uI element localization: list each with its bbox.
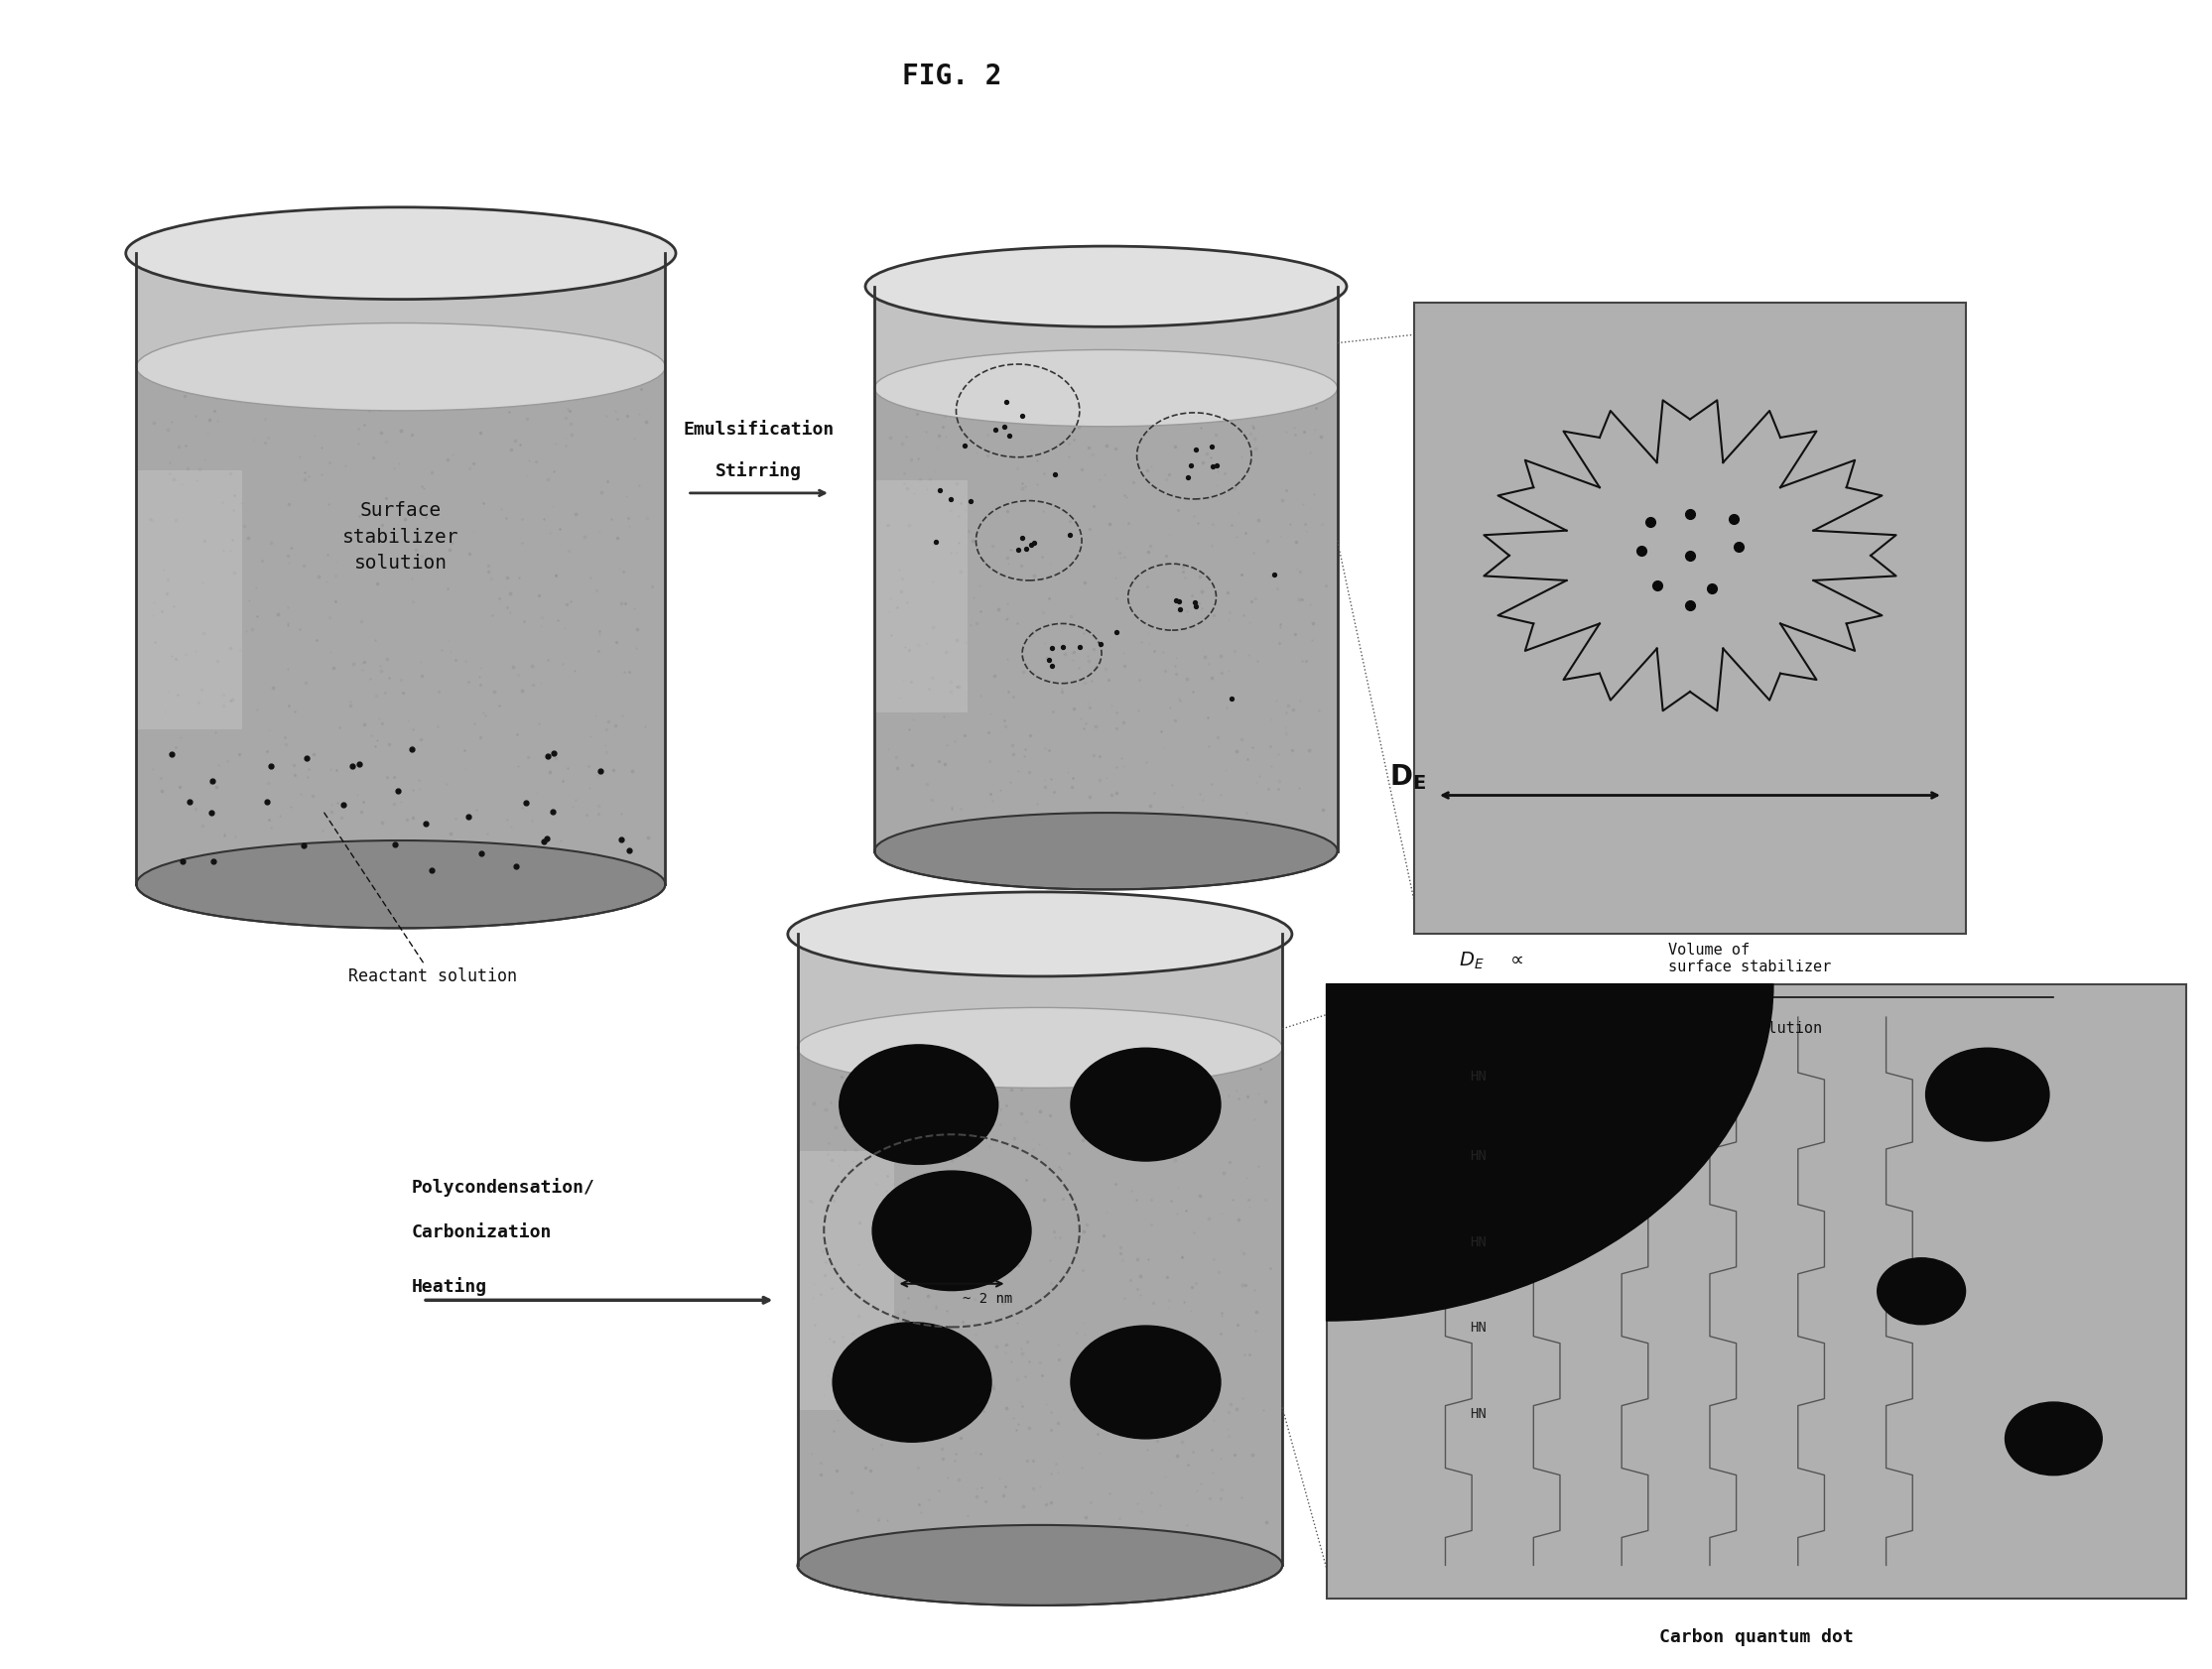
Circle shape	[1878, 1258, 1966, 1325]
Text: HN: HN	[1469, 1148, 1486, 1163]
Ellipse shape	[126, 207, 677, 299]
Circle shape	[832, 1322, 991, 1442]
Text: HN: HN	[1469, 1070, 1486, 1083]
Text: FIG. 2: FIG. 2	[902, 62, 1002, 90]
Text: $D_E$  $\propto$: $D_E$ $\propto$	[1458, 951, 1524, 971]
Circle shape	[838, 1045, 998, 1165]
Text: Heating: Heating	[411, 1277, 487, 1295]
Text: $\mathbf{D_E}$: $\mathbf{D_E}$	[1389, 763, 1427, 793]
Polygon shape	[874, 389, 1338, 851]
Circle shape	[2004, 1402, 2101, 1475]
Ellipse shape	[787, 891, 1292, 976]
FancyBboxPatch shape	[1327, 985, 2185, 1599]
Polygon shape	[874, 287, 1338, 851]
Polygon shape	[799, 1048, 1283, 1566]
Ellipse shape	[874, 350, 1338, 427]
Polygon shape	[874, 481, 967, 713]
Polygon shape	[799, 1152, 894, 1410]
Polygon shape	[137, 471, 241, 729]
Ellipse shape	[137, 841, 666, 928]
Text: HN: HN	[1469, 1407, 1486, 1420]
Text: HN: HN	[1469, 1322, 1486, 1335]
FancyBboxPatch shape	[1413, 304, 1966, 935]
Text: Polycondensation/: Polycondensation/	[411, 1177, 595, 1197]
Circle shape	[872, 1172, 1031, 1290]
Ellipse shape	[874, 813, 1338, 890]
Ellipse shape	[865, 247, 1347, 327]
Text: Stirring: Stirring	[717, 462, 803, 481]
Polygon shape	[137, 367, 666, 885]
Text: ~ 2 nm: ~ 2 nm	[962, 1292, 1013, 1305]
Text: HN: HN	[1469, 1235, 1486, 1248]
Text: Carbonization: Carbonization	[411, 1223, 553, 1242]
Polygon shape	[799, 935, 1283, 1566]
Circle shape	[1071, 1325, 1221, 1439]
Ellipse shape	[137, 324, 666, 411]
Text: Volume of
surface stabilizer: Volume of surface stabilizer	[1668, 943, 1832, 975]
Text: Surface
stabilizer
solution: Surface stabilizer solution	[343, 501, 460, 572]
Polygon shape	[137, 254, 666, 885]
Ellipse shape	[799, 1525, 1283, 1606]
Wedge shape	[1327, 985, 1774, 1320]
Circle shape	[1927, 1048, 2048, 1142]
Text: Carbon quantum dot: Carbon quantum dot	[1659, 1629, 1854, 1646]
Text: Emulsification: Emulsification	[684, 421, 834, 439]
Text: Volume of
reactant solution: Volume of reactant solution	[1668, 1003, 1823, 1036]
Ellipse shape	[799, 1008, 1283, 1088]
Circle shape	[1071, 1048, 1221, 1162]
Text: Reactant solution: Reactant solution	[323, 811, 518, 985]
